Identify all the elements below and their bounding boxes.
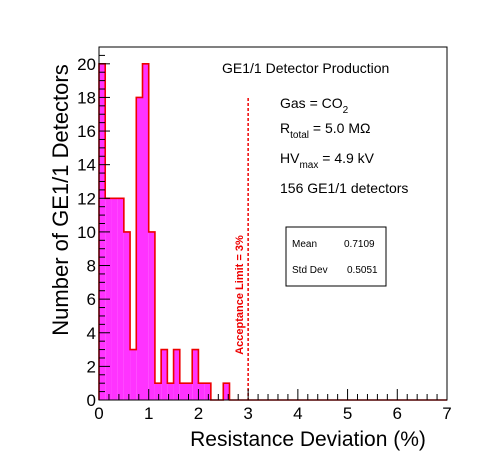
x-axis-label: Resistance Deviation (%) bbox=[190, 428, 426, 451]
x-tick-label: 3 bbox=[243, 404, 252, 423]
y-tick-label: 18 bbox=[77, 88, 96, 107]
histogram-bar bbox=[136, 97, 143, 400]
x-tick-label: 0 bbox=[94, 404, 103, 423]
stats-mean-label: Mean bbox=[292, 239, 317, 250]
histogram-bar bbox=[173, 349, 180, 400]
histogram-bar bbox=[111, 198, 118, 400]
hv-annotation: HVmax = 4.9 kV bbox=[280, 150, 375, 171]
x-tick-label: 5 bbox=[343, 404, 352, 423]
detector-count-annotation: 156 GE1/1 detectors bbox=[280, 180, 408, 196]
x-tick-label: 7 bbox=[442, 404, 451, 423]
histogram-bar bbox=[123, 231, 131, 400]
histogram-bar bbox=[192, 349, 199, 400]
y-tick-label: 0 bbox=[87, 391, 96, 410]
histogram-bar bbox=[223, 383, 230, 400]
y-tick-label: 16 bbox=[77, 122, 96, 141]
histogram-bar bbox=[130, 349, 137, 400]
x-tick-label: 2 bbox=[194, 404, 203, 423]
stats-stddev-label: Std Dev bbox=[292, 265, 328, 276]
histogram-bar bbox=[148, 231, 155, 400]
y-tick-label: 20 bbox=[77, 55, 96, 74]
histogram-bar bbox=[142, 63, 149, 401]
acceptance-layer: Acceptance Limit = 3% bbox=[234, 98, 249, 400]
histogram-bar bbox=[179, 383, 186, 400]
x-tick-label: 4 bbox=[293, 404, 302, 423]
histogram-bar bbox=[161, 349, 168, 400]
histogram-bar bbox=[198, 383, 205, 400]
histogram-bar bbox=[204, 383, 211, 400]
resistance-annotation: Rtotal = 5.0 MΩ bbox=[280, 120, 370, 141]
y-tick-label: 10 bbox=[77, 223, 96, 242]
y-axis-label: Number of GE1/1 Detectors bbox=[48, 64, 73, 335]
chart-title: GE1/1 Detector Production bbox=[222, 60, 389, 76]
acceptance-limit-label: Acceptance Limit = 3% bbox=[234, 235, 246, 355]
y-tick-label: 2 bbox=[87, 357, 96, 376]
histogram-bar bbox=[154, 383, 162, 400]
gas-annotation: Gas = CO2 bbox=[280, 95, 349, 116]
y-tick-label: 8 bbox=[87, 257, 96, 276]
y-tick-label: 14 bbox=[77, 156, 96, 175]
y-tick-label: 4 bbox=[87, 324, 96, 343]
histogram-bar bbox=[117, 198, 124, 400]
y-tick-label: 12 bbox=[77, 189, 96, 208]
histogram-layer bbox=[98, 63, 447, 401]
y-tick-label: 6 bbox=[87, 290, 96, 309]
stats-box-frame bbox=[285, 226, 387, 287]
x-tick-label: 1 bbox=[144, 404, 153, 423]
stats-stddev-value: 0.5051 bbox=[347, 265, 378, 276]
histogram-bar bbox=[167, 383, 174, 400]
x-tick-label: 6 bbox=[393, 404, 402, 423]
histogram-bar bbox=[186, 383, 193, 400]
stats-box: Mean 0.7109 Std Dev 0.5051 bbox=[285, 226, 387, 287]
stats-mean-value: 0.7109 bbox=[344, 239, 375, 250]
